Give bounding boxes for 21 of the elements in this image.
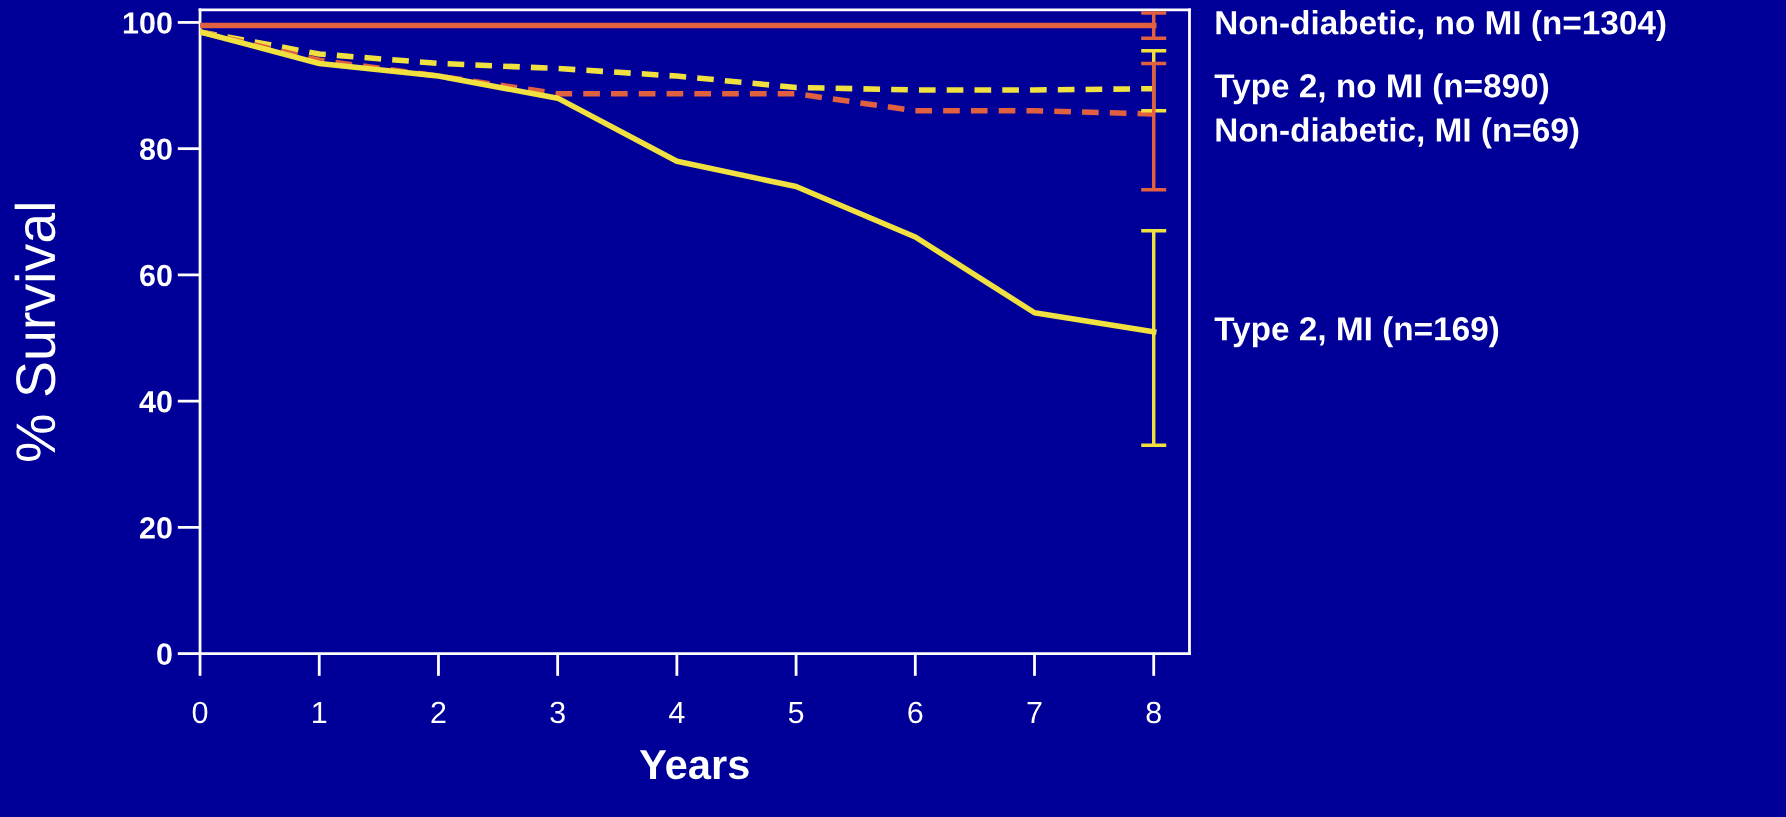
x-tick-label: 8 bbox=[1146, 701, 1161, 724]
x-tick-label: 6 bbox=[908, 701, 923, 724]
x-axis-title: Years bbox=[639, 750, 749, 780]
y-tick-label: 100 bbox=[123, 12, 172, 34]
x-tick-label: 5 bbox=[788, 701, 804, 724]
y-tick-label: 0 bbox=[157, 643, 172, 665]
x-tick-label: 2 bbox=[431, 701, 446, 723]
y-tick-label: 40 bbox=[139, 390, 172, 413]
y-tick-label: 20 bbox=[140, 517, 172, 539]
series-label: Type 2, no MI (n=890) bbox=[1214, 73, 1549, 105]
x-tick-label: 0 bbox=[192, 701, 208, 724]
series-label: Type 2, MI (n=169) bbox=[1214, 316, 1499, 348]
series-label: Non-diabetic, MI (n=69) bbox=[1216, 117, 1579, 149]
x-tick-label: 7 bbox=[1027, 701, 1042, 723]
y-tick-label: 60 bbox=[140, 264, 172, 287]
x-tick-label: 3 bbox=[550, 701, 565, 724]
y-tick-label: 80 bbox=[139, 138, 172, 161]
y-axis-title: % Survival bbox=[14, 204, 56, 461]
x-tick-label: 4 bbox=[669, 701, 685, 723]
x-tick-label: 1 bbox=[313, 701, 327, 723]
series-label: Non-diabetic, no MI (n=1304) bbox=[1216, 10, 1666, 42]
